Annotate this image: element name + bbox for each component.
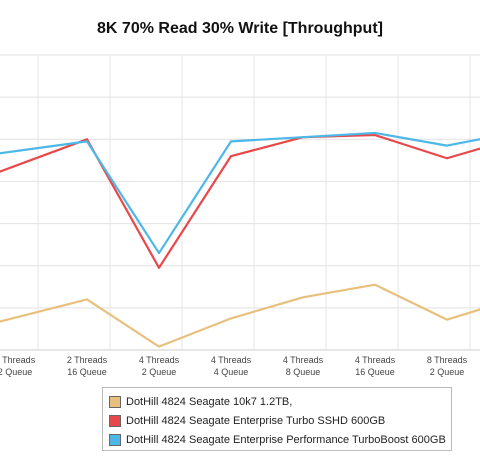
x-tick-label: 8 Threads [427,355,468,365]
x-tick-label: 2 Queue [142,367,177,377]
x-tick-label: 4 Threads [355,355,396,365]
series-layer [0,131,480,348]
legend-item: DotHill 4824 Seagate 10k7 1.2TB, [109,392,451,411]
x-tick-label: 4 Threads [211,355,252,365]
legend-swatch [109,433,121,446]
chart-plot: 1 Threads 2 Queue 2 Threads 16 Queue 4 Threa… [0,54,480,377]
legend-item: DotHill 4824 Seagate Enterprise Performa… [109,430,451,449]
x-tick-label: 16 Queue [67,367,107,377]
x-tick-label: 4 Threads [283,355,324,365]
legend: DotHill 4824 Seagate 10k7 1.2TB, DotHill… [102,387,452,451]
x-tick-label: 4 Queue [214,367,249,377]
legend-label: DotHill 4824 Seagate Enterprise Turbo SS… [126,414,386,427]
legend-item: DotHill 4824 Seagate Enterprise Turbo SS… [109,411,451,430]
legend-swatch [109,395,121,408]
x-tick-label: 16 Queue [355,367,395,377]
legend-label: DotHill 4824 Seagate Enterprise Performa… [126,433,446,446]
series-line-2 [0,131,480,255]
x-tick-label: 2 Queue [0,367,32,377]
series-line-0 [0,283,480,348]
chart-title: 8K 70% Read 30% Write [Throughput] [97,20,383,37]
x-tick-label: 2 Queue [430,367,465,377]
x-tick-labels: 1 Threads 2 Queue 2 Threads 16 Queue 4 Threa… [0,355,468,377]
x-tick-label: 1 Threads [0,355,36,365]
x-tick-label: 8 Queue [286,367,321,377]
legend-swatch [109,414,121,427]
x-tick-label: 4 Threads [139,355,180,365]
series-line-1 [0,133,480,269]
grid-lines [0,54,480,351]
x-tick-label: 2 Threads [67,355,108,365]
legend-label: DotHill 4824 Seagate 10k7 1.2TB, [126,395,293,408]
